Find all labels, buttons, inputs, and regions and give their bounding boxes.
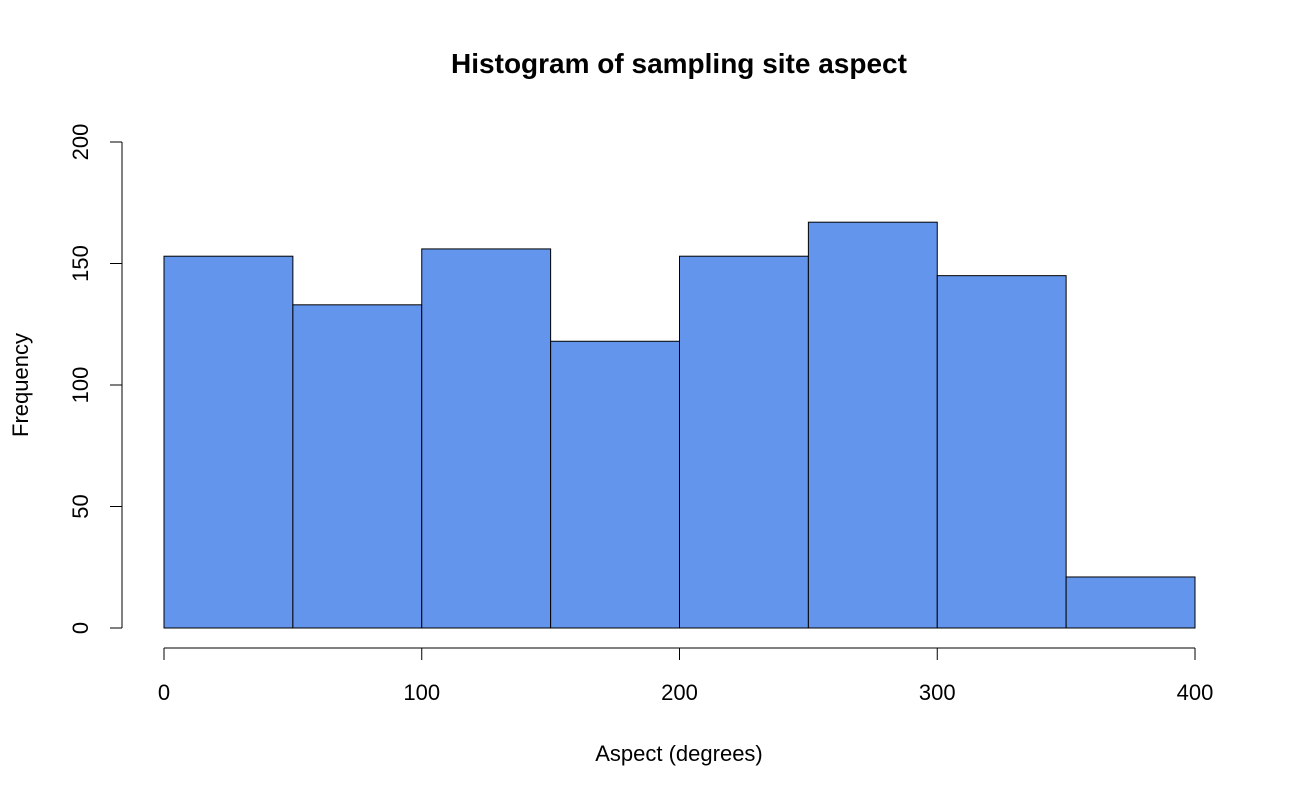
histogram-bar [807,221,938,629]
histogram-bar [679,255,809,629]
histogram-bar [163,255,294,629]
x-axis-label: Aspect (degrees) [595,741,763,766]
y-tick-label: 150 [68,245,93,282]
histogram-bar [292,304,423,629]
histogram-bar [550,340,680,629]
x-tick-label: 0 [158,680,170,705]
chart-title: Histogram of sampling site aspect [451,48,907,79]
y-axis-label: Frequency [8,333,33,437]
bars-group [163,221,1196,629]
histogram-bar [1065,576,1196,629]
y-tick-label: 0 [68,622,93,634]
x-tick-label: 400 [1177,680,1214,705]
y-tick-label: 200 [68,124,93,161]
y-axis: 0 50 100 150 200 [68,124,123,634]
y-tick-label: 100 [68,367,93,404]
histogram-bar [936,275,1067,629]
histogram-bar [421,248,552,629]
x-tick-label: 100 [403,680,440,705]
x-tick-label: 200 [661,680,698,705]
x-tick-label: 300 [919,680,956,705]
x-axis: 0 100 200 300 400 [158,647,1214,705]
y-tick-label: 50 [68,494,93,518]
